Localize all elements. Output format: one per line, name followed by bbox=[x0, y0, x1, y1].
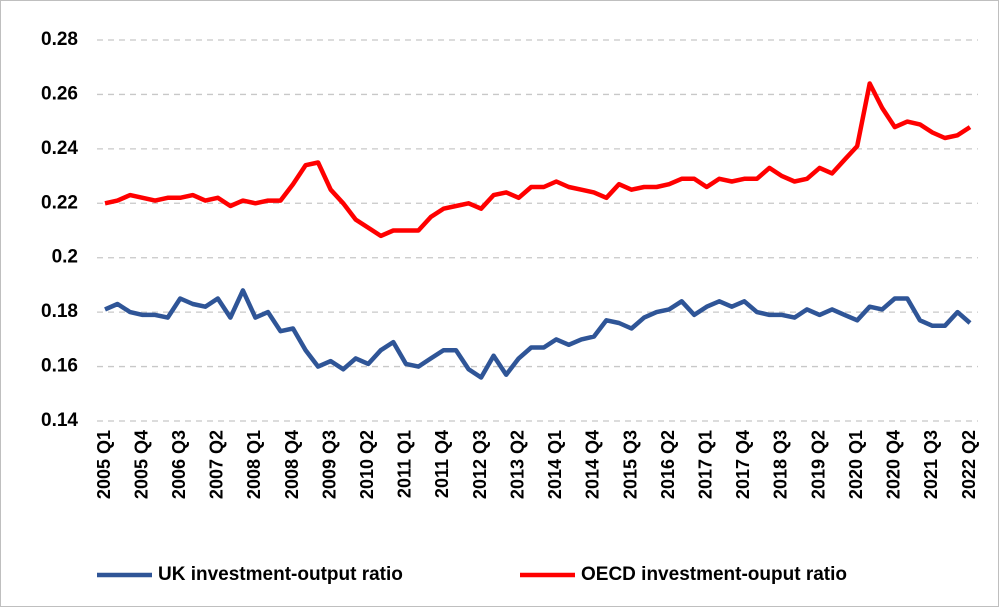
y-tick-label: 0.2 bbox=[52, 247, 78, 268]
y-tick-label: 0.26 bbox=[41, 83, 78, 104]
x-tick-label: 2015 Q3 bbox=[620, 430, 640, 499]
x-tick-label: 2005 Q1 bbox=[94, 430, 114, 499]
x-tick-label: 2008 Q4 bbox=[282, 430, 302, 499]
x-tick-label: 2017 Q1 bbox=[695, 430, 715, 499]
x-tick-label: 2005 Q4 bbox=[131, 430, 151, 499]
x-tick-label: 2014 Q4 bbox=[583, 430, 603, 499]
x-tick-label: 2011 Q4 bbox=[432, 430, 452, 498]
x-tick-label: 2008 Q1 bbox=[244, 430, 264, 499]
x-tick-label: 2013 Q2 bbox=[507, 430, 527, 499]
x-tick-label: 2021 Q3 bbox=[921, 430, 941, 499]
legend-label: OECD investment-ouput ratio bbox=[581, 564, 847, 585]
x-tick-label: 2017 Q4 bbox=[733, 430, 753, 499]
x-tick-label: 2020 Q4 bbox=[884, 430, 904, 499]
y-tick-label: 0.18 bbox=[41, 301, 78, 322]
x-tick-label: 2010 Q2 bbox=[357, 430, 377, 499]
y-tick-label: 0.14 bbox=[41, 410, 78, 431]
x-tick-label: 2020 Q1 bbox=[846, 430, 866, 499]
x-tick-label: 2006 Q3 bbox=[169, 430, 189, 499]
x-tick-label: 2009 Q3 bbox=[319, 430, 339, 499]
x-tick-label: 2019 Q2 bbox=[808, 430, 828, 499]
y-tick-label: 0.22 bbox=[41, 192, 78, 213]
x-tick-label: 2014 Q1 bbox=[545, 430, 565, 499]
x-tick-label: 2022 Q2 bbox=[959, 430, 979, 499]
x-tick-label: 2007 Q2 bbox=[207, 430, 227, 499]
x-tick-label: 2018 Q3 bbox=[771, 430, 791, 499]
x-tick-label: 2012 Q3 bbox=[470, 430, 490, 499]
series-line bbox=[104, 81, 972, 239]
series-line bbox=[104, 288, 972, 380]
y-tick-label: 0.16 bbox=[41, 356, 78, 377]
y-tick-label: 0.28 bbox=[41, 29, 78, 50]
y-tick-label: 0.24 bbox=[41, 138, 78, 159]
x-tick-label: 2011 Q1 bbox=[395, 430, 415, 498]
legend-label: UK investment-output ratio bbox=[158, 564, 403, 585]
x-tick-label: 2016 Q2 bbox=[658, 430, 678, 499]
